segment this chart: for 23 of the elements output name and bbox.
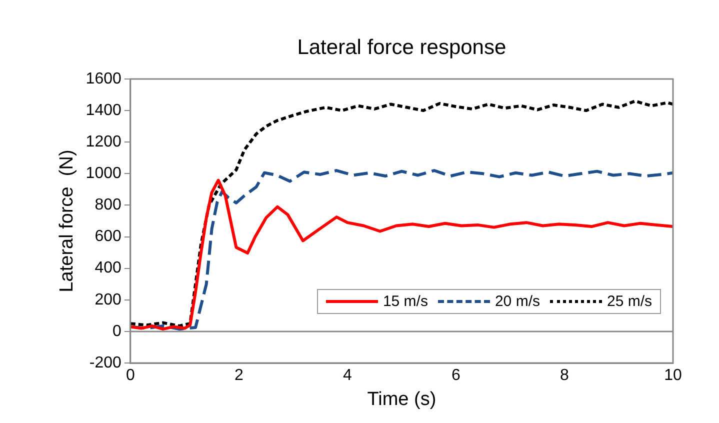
y-tick-label: 600	[94, 228, 122, 246]
y-tick-label: 1600	[86, 70, 122, 88]
y-tick-label: 1000	[86, 165, 122, 182]
x-tick-label: 0	[126, 367, 135, 384]
x-tick-label: 4	[342, 367, 352, 384]
y-tick-label: 800	[94, 196, 122, 214]
y-tick-label: 0	[112, 322, 122, 340]
x-tick-label: 6	[452, 367, 461, 384]
x-tick-label: 10	[664, 367, 682, 384]
x-tick-label: 2	[234, 367, 244, 384]
y-tick-label: 1400	[86, 102, 122, 119]
y-axis-title: Lateral force (N)	[56, 150, 78, 292]
y-tick-label: -200	[89, 354, 122, 372]
y-tick-label: 1200	[86, 134, 122, 151]
chart-title: Lateral force response	[296, 36, 508, 60]
y-tick-label: 400	[94, 260, 122, 277]
legend-label: 20 m/s	[494, 293, 540, 310]
x-axis-title: Time (s)	[367, 388, 436, 410]
y-tick-label: 200	[94, 291, 122, 308]
x-tick-label: 8	[560, 367, 570, 384]
line-series	[130, 100, 673, 328]
legend-label: 25 m/s	[606, 293, 652, 310]
legend-label: 15 m/s	[382, 293, 428, 310]
